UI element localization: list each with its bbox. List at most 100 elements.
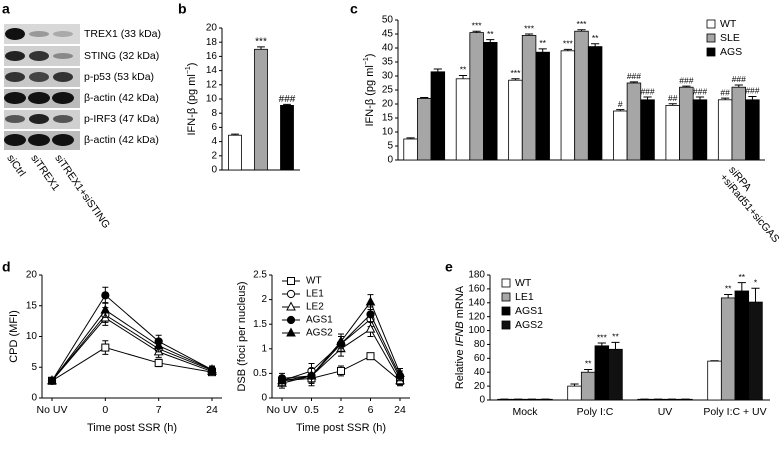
y-tick-label: 140 (468, 297, 485, 308)
lane-label: siCtrl (4, 152, 28, 178)
y-label-part: Relative (454, 346, 466, 389)
y-label-part: ) (364, 54, 376, 58)
bar (720, 297, 736, 401)
x-tick-label: 7 (156, 404, 162, 416)
marker (306, 370, 317, 380)
y-tick-label: 2 (261, 294, 267, 305)
y-axis-label: IFN-β (pg ml−1) (185, 63, 198, 136)
y-tick-label: 10 (206, 94, 218, 105)
x-tick-label: No UV (267, 404, 298, 416)
y-tick-label: 20 (26, 270, 38, 281)
y-label-part: IFN-β (pg ml (186, 74, 198, 135)
y-tick-label: 4 (211, 136, 217, 147)
series-line (51, 309, 213, 382)
band-label: STING (32 kDa) (84, 50, 159, 62)
bar (508, 79, 523, 161)
error-bar (584, 368, 593, 373)
significance-label: ** (725, 284, 732, 294)
significance-label: *** (577, 19, 588, 29)
y-label-part: CPD (MFI) (8, 310, 20, 363)
legend-label: SLE (720, 32, 740, 44)
error-bar (570, 383, 579, 387)
error-bar (458, 74, 468, 79)
y-tick-label: 5 (387, 141, 393, 152)
bar (580, 371, 596, 401)
marker (286, 315, 296, 325)
band (29, 51, 49, 61)
band (53, 115, 73, 123)
band (52, 92, 74, 104)
series-line (51, 314, 213, 382)
x-tick-label: siRPA+siRad51+sicGAS (718, 164, 780, 245)
error-bar (751, 287, 760, 303)
bar (254, 48, 268, 171)
legend-swatch (706, 33, 716, 43)
error-bar (433, 68, 442, 72)
x-tick-label: 0 (102, 404, 108, 416)
y-tick-label: 10 (382, 127, 394, 138)
y-axis-label: DSB (foci per nucleus) (236, 281, 248, 391)
error-bar (283, 103, 291, 106)
y-tick-label: 0 (387, 155, 393, 166)
error-bar (629, 81, 639, 83)
lane-label: siTREX1+siSTING (52, 152, 112, 230)
legend-label: AGS (720, 46, 742, 58)
panel-label: d (2, 259, 11, 275)
error-bar (682, 85, 691, 88)
bar (594, 345, 610, 401)
x-tick-label: 24 (394, 404, 406, 416)
y-tick-label: 20 (206, 23, 218, 34)
bar (403, 138, 418, 161)
significance-label: *** (510, 68, 521, 78)
marker (154, 358, 163, 367)
bar (748, 301, 763, 401)
significance-label: ** (585, 359, 592, 369)
series-line (51, 294, 213, 382)
band (53, 53, 73, 59)
legend-swatch (501, 306, 511, 316)
error-bar (597, 342, 606, 346)
error-bar (577, 29, 586, 32)
x-tick-label: No UV (37, 404, 68, 416)
x-tick-label: UV (658, 406, 673, 418)
legend-label: WT (515, 277, 532, 289)
y-tick-label: 80 (474, 339, 486, 350)
marker (277, 375, 287, 385)
significance-label: *** (563, 39, 574, 49)
x-tick-label: 24 (206, 404, 218, 416)
y-label-part: IFNB (454, 321, 466, 346)
bar (587, 46, 603, 161)
x-tick-label: 2 (338, 404, 344, 416)
band-label: β-actin (42 kDa) (84, 134, 159, 146)
y-tick-label: 6 (211, 122, 217, 133)
bar (455, 78, 471, 161)
band (29, 72, 49, 82)
bar (613, 110, 628, 161)
legend-swatch (501, 278, 511, 288)
y-tick-label: 15 (26, 300, 38, 311)
bar (574, 30, 589, 161)
bar (640, 99, 655, 161)
marker (395, 367, 405, 377)
bar (280, 104, 294, 171)
significance-label: ** (539, 38, 546, 48)
bar (665, 105, 680, 161)
y-label-part: ) (186, 63, 198, 67)
marker (101, 343, 110, 352)
band-label: p-IRF3 (47 kDa) (84, 113, 159, 125)
band (4, 92, 26, 104)
marker (100, 304, 111, 314)
y-tick-label: 1.5 (253, 319, 267, 330)
error-bar (524, 33, 534, 36)
significance-label: ### (745, 86, 759, 96)
panel-label: b (178, 1, 187, 17)
y-tick-label: 40 (382, 43, 394, 54)
legend-swatch (501, 320, 511, 330)
significance-label: *** (524, 23, 535, 33)
error-bar (538, 48, 547, 53)
marker (287, 277, 295, 285)
y-tick-label: 120 (468, 311, 485, 322)
significance-label: ** (592, 33, 599, 43)
y-label-part: IFN-β (pg ml (364, 65, 376, 126)
